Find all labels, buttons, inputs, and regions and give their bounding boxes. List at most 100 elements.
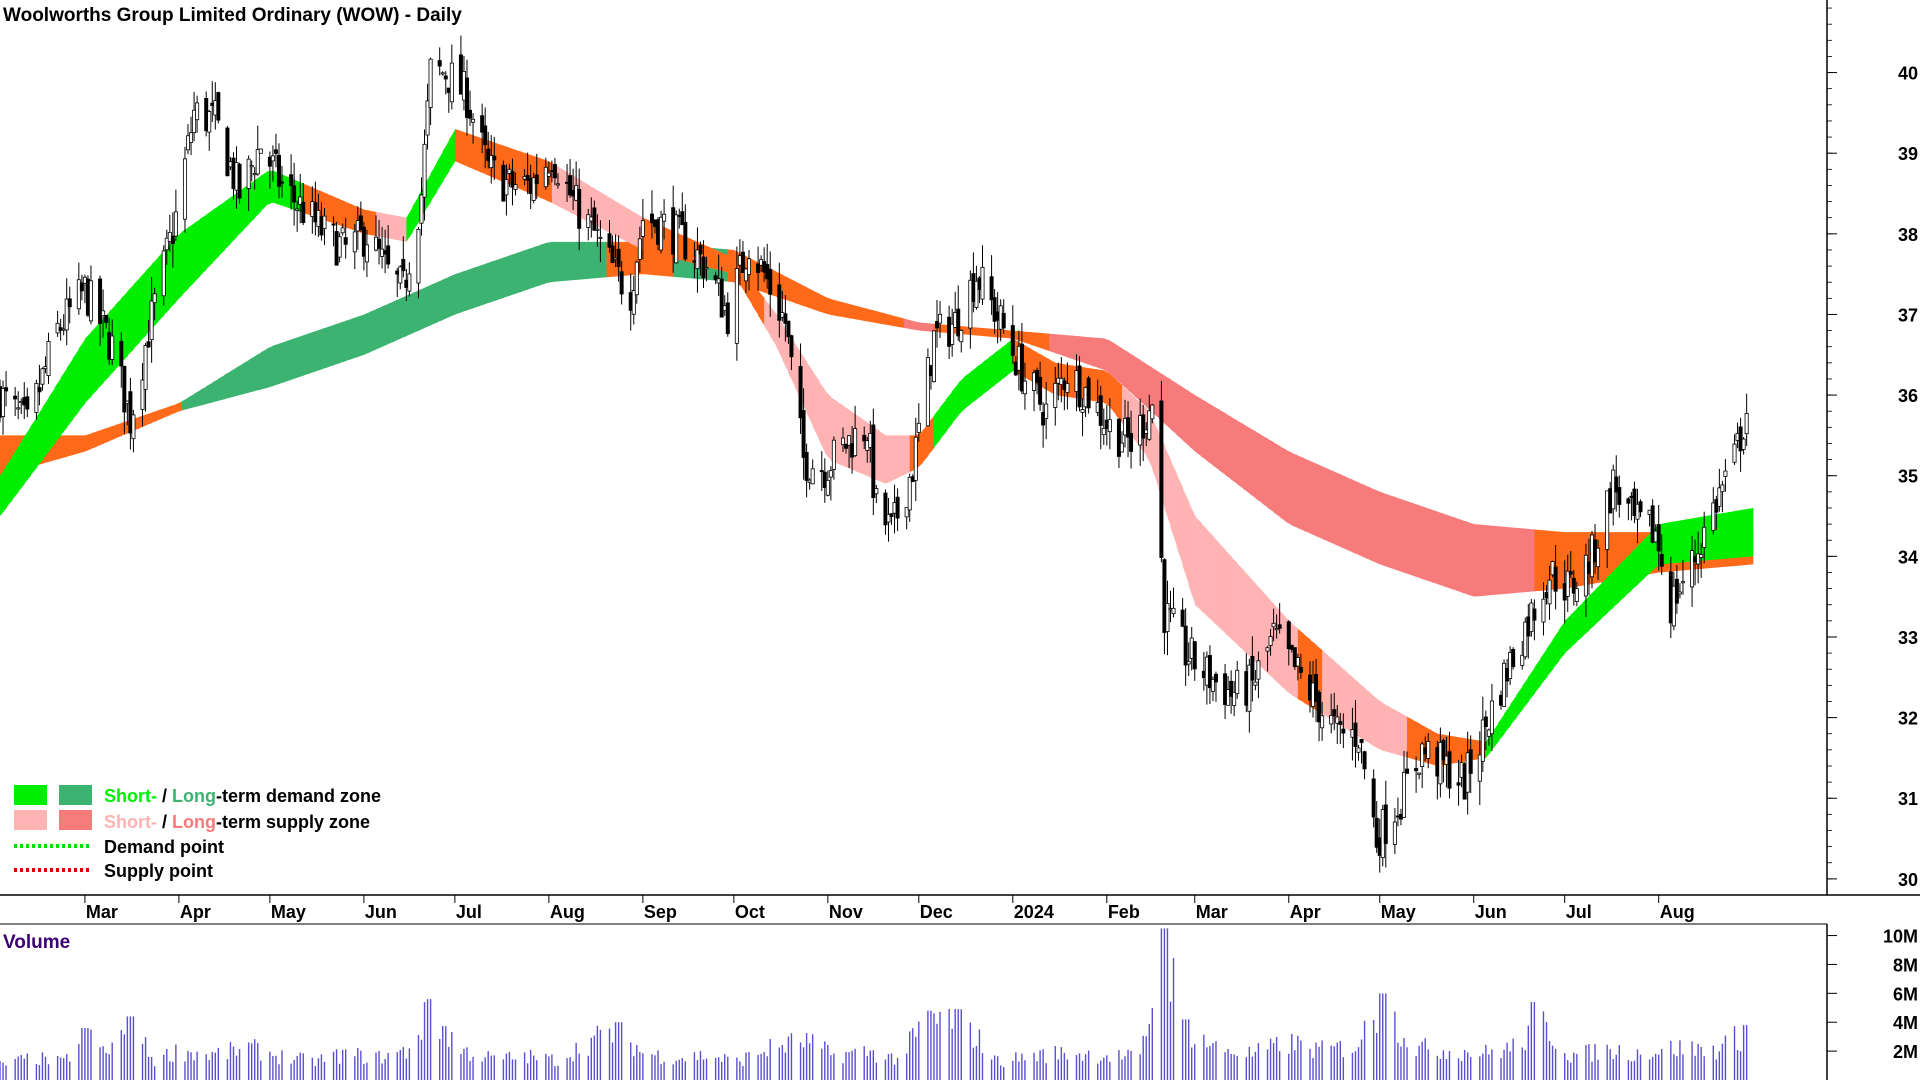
candle <box>874 484 879 504</box>
candle <box>1277 603 1282 634</box>
short-term-zone-slice <box>624 206 632 244</box>
month-tick-label: Mar <box>86 902 118 922</box>
candle <box>719 266 724 318</box>
long-term-zone-slice <box>363 311 371 355</box>
candle <box>1614 455 1619 512</box>
long-term-zone-slice <box>200 386 207 406</box>
short-term-zone-slice <box>1170 460 1178 547</box>
month-tick-label: Jun <box>365 902 397 922</box>
candle <box>992 289 997 334</box>
long-term-zone-slice <box>1291 452 1299 529</box>
candle <box>1210 676 1215 702</box>
candle <box>1359 738 1364 764</box>
long-term-zone-slice <box>788 278 796 304</box>
short-term-zone-slice <box>812 371 820 440</box>
candle <box>292 162 297 226</box>
long-term-zone-slice <box>248 356 256 393</box>
long-term-zone-slice <box>1037 332 1044 350</box>
price-tick-label: 39 <box>1898 144 1918 164</box>
short-term-zone-slice <box>200 214 207 276</box>
short-term-zone-slice <box>1382 703 1390 753</box>
short-term-zone-slice <box>90 325 98 397</box>
candle <box>246 155 251 211</box>
candle <box>844 443 849 454</box>
short-term-zone-slice <box>764 298 771 337</box>
short-term-zone-slice <box>630 210 638 247</box>
short-term-zone-slice <box>1249 576 1257 662</box>
month-tick-label: Sep <box>644 902 677 922</box>
candle <box>1690 535 1695 607</box>
month-tick-label: Oct <box>735 902 765 922</box>
long-term-zone-slice <box>1443 513 1451 589</box>
long-term-zone-slice <box>1400 499 1408 574</box>
long-term-zone-slice <box>448 274 456 318</box>
long-term-zone-slice <box>1279 446 1287 522</box>
short-term-zone-slice <box>412 195 420 232</box>
candle <box>1392 808 1397 855</box>
long-term-zone-slice <box>1255 431 1263 504</box>
candle <box>825 470 830 497</box>
long-term-zone-slice <box>806 287 814 310</box>
long-term-zone-slice <box>145 412 153 426</box>
candle <box>1568 551 1573 578</box>
candle <box>1741 437 1746 455</box>
candle <box>1232 681 1237 717</box>
long-term-zone-slice <box>357 314 365 357</box>
long-term-zone-slice <box>206 382 213 404</box>
short-term-zone-slice <box>36 407 44 468</box>
candle <box>1335 704 1340 745</box>
long-term-zone-slice <box>303 333 310 376</box>
short-term-zone-slice <box>1358 682 1366 741</box>
long-term-zone-slice <box>400 295 407 339</box>
long-term-zone-slice <box>291 337 298 380</box>
candle <box>149 277 154 363</box>
month-tick-label: Apr <box>180 902 211 922</box>
short-term-zone-slice <box>618 203 626 241</box>
short-term-zone-slice <box>1225 549 1232 640</box>
candle <box>140 363 145 427</box>
volume-tick-label: 2M <box>1893 1042 1918 1062</box>
short-term-zone-slice <box>1455 736 1463 763</box>
short-term-zone-slice <box>1043 355 1050 392</box>
short-term-zone-slice <box>1546 639 1554 678</box>
long-term-zone-slice <box>1413 503 1420 578</box>
legend-demand-short-label: Short- <box>104 786 157 806</box>
price-tick-label: 35 <box>1898 467 1918 487</box>
candle <box>1329 693 1334 734</box>
candle <box>161 245 166 306</box>
candle <box>1650 499 1655 544</box>
candle <box>331 216 336 247</box>
short-term-zone-slice <box>806 361 814 427</box>
short-term-zone-slice <box>1394 709 1402 756</box>
candle <box>1298 653 1303 679</box>
long-term-zone-slice <box>915 321 923 331</box>
short-term-zone-slice <box>103 311 110 383</box>
candle <box>258 148 263 154</box>
long-term-zone-slice <box>885 313 893 326</box>
long-term-zone-slice <box>1510 527 1517 594</box>
short-term-zone-slice <box>1188 502 1196 605</box>
long-term-zone-slice <box>327 324 335 368</box>
long-term-zone-slice <box>909 320 917 331</box>
short-term-zone-slice <box>1328 655 1335 722</box>
candle <box>974 265 979 310</box>
long-term-zone-slice <box>460 269 468 313</box>
long-term-zone-slice <box>1576 532 1584 587</box>
candle <box>1268 628 1273 656</box>
candle <box>128 377 133 450</box>
long-term-zone-slice <box>436 279 444 323</box>
short-term-zone-slice <box>1212 536 1220 628</box>
candle <box>1080 398 1085 437</box>
long-term-zone-slice <box>1249 427 1257 499</box>
candle <box>1295 653 1300 681</box>
candle <box>649 190 654 239</box>
short-term-zone-slice <box>1631 545 1639 591</box>
short-term-zone-slice <box>369 210 377 237</box>
short-term-zone-slice <box>1522 676 1529 710</box>
short-term-zone-slice <box>97 318 104 390</box>
candle <box>938 300 943 339</box>
legend-swatch-short-demand <box>14 785 47 805</box>
short-term-zone-slice <box>933 407 941 448</box>
